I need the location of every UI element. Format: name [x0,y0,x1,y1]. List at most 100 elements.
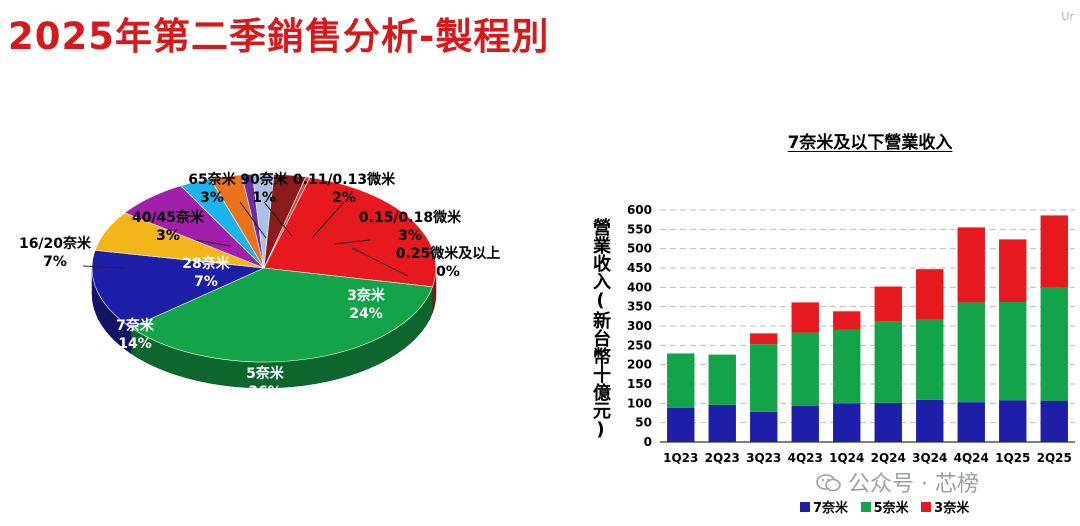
pie-slice-percent: 7% [194,274,218,290]
pie-slice-name: 0.11/0.13微米 [293,171,396,188]
bar-segment-5奈米-1Q25 [999,302,1027,401]
bar-segment-5奈米-1Q23 [667,353,695,408]
pie-slice-name: 0.15/0.18微米 [359,209,462,226]
x-tick-label: 2Q23 [705,451,740,465]
legend-swatch [860,502,871,512]
pie-slice-name: 5奈米 [246,365,285,382]
pie-leader-layer [82,201,409,277]
x-tick-label: 3Q23 [746,451,781,465]
legend-label: 3奈米 [934,501,970,516]
x-tick-label: 4Q23 [788,451,823,465]
pie-leader-line [333,239,371,245]
pie-leader-line [263,201,293,237]
bar-segment-3奈米-3Q24 [916,269,944,320]
pie-slice-1 [263,177,437,288]
legend-label: 5奈米 [873,501,909,516]
pie-chart: 3奈米 24% 5奈米 36% 7奈米 14% 16/20奈米 7% 28奈米 7% 40/45奈米… [19,171,500,400]
x-tick-label: 1Q23 [663,451,698,465]
pie-slice-3 [91,249,266,328]
page-title: 2025年第二季銷售分析-製程別 [8,15,550,58]
bar-segment-7奈米-1Q25 [999,400,1027,442]
pie-leader-line [239,201,267,239]
pie-slice-percent: 36% [248,384,282,400]
pie-slice-percent: 2% [332,190,356,206]
bar-segment-3奈米-1Q25 [999,239,1027,303]
x-tick-label: 1Q25 [995,451,1030,465]
pie-slice-percent: 14% [118,336,152,352]
pie-slice-2 [130,267,433,363]
y-tick-label: 450 [627,261,652,275]
bar-segment-5奈米-2Q24 [874,321,902,403]
bar-segment-5奈米-2Q23 [708,354,736,405]
legend-swatch [800,502,810,512]
x-tick-label: 4Q24 [954,451,989,465]
pie-leader-line [195,239,231,247]
pie-leader-line [82,265,126,269]
legend-label: 7奈米 [813,501,849,516]
y-tick-label: 400 [627,280,652,294]
watermark-text: 公众号 · 芯榜 [848,472,979,497]
bar-segment-5奈米-3Q24 [916,319,944,400]
bar-segment-3奈米-2Q25 [1040,215,1068,288]
corner-text: Ur [1061,10,1074,23]
bar-segment-5奈米-1Q24 [833,329,861,404]
x-tick-label: 2Q25 [1037,451,1072,465]
wechat-icon [816,474,841,492]
legend-item-5nm: 5奈米 [860,501,909,516]
pie-slice-percent: 3% [200,190,224,206]
y-tick-label: 200 [627,358,652,372]
pie-slice-name: 90奈米 [240,171,288,188]
pie-slice-percent: 1% [252,190,276,206]
bar-chart-title: 7奈米及以下營業收入 [787,133,953,153]
bar-yticks: 0 50 100 150 200 250 300 350 400 450 500 550 600 [627,203,652,449]
pie-slice-name: 7奈米 [116,317,155,334]
y-tick-label: 100 [627,396,652,410]
bar-segment-3奈米-1Q24 [833,311,861,330]
y-tick-label: 50 [635,416,652,430]
bar-segment-5奈米-4Q24 [957,302,985,403]
bar-legend: 7奈米 5奈米 3奈米 [800,497,977,516]
y-tick-label: 0 [644,435,652,449]
pie-slice-name: 16/20奈米 [19,235,92,252]
bar-segment-5奈米-2Q25 [1040,287,1068,401]
pie-slice-percent: 0% [436,264,460,280]
bar-segment-7奈米-4Q24 [957,402,985,442]
y-tick-label: 150 [627,377,652,391]
pie-slice-name: 0.25微米及以上 [396,245,501,262]
pie-top-layer [91,173,437,363]
pie-leader-line [351,247,409,277]
y-tick-label: 550 [627,222,652,236]
pie-slice-percent: 3% [398,228,422,244]
y-tick-label: 600 [627,203,652,217]
x-tick-label: 1Q24 [829,451,864,465]
bar-bars [667,215,1068,442]
bar-segment-7奈米-4Q23 [791,406,819,442]
bar-segment-7奈米-3Q23 [750,411,778,442]
bar-segment-7奈米-1Q23 [667,407,695,442]
x-tick-label: 3Q24 [912,451,947,465]
pie-slice-name: 65奈米 [188,171,236,188]
bar-segment-5奈米-4Q23 [791,332,819,407]
stacked-bar-chart: 0 50 100 150 200 250 300 350 400 450 500 550 600 1Q2… [627,203,1075,465]
bar-segment-3奈米-3Q23 [750,333,778,345]
pie-slice-percent: 24% [349,306,383,322]
bar-segment-3奈米-4Q24 [957,227,985,303]
y-tick-label: 300 [627,319,652,333]
bar-segment-3奈米-4Q23 [791,302,819,333]
bar-chart-ylabel: 營業收入(新台幣十億元) [590,218,611,440]
x-tick-label: 2Q24 [871,451,906,465]
y-tick-label: 500 [627,242,652,256]
pie-slice-name: 3奈米 [347,287,386,304]
pie-slice-11 [263,176,311,269]
y-tick-label: 350 [627,300,652,314]
pie-slice-name: 28奈米 [182,255,230,272]
pie-label-layer: 3奈米 24% 5奈米 36% 7奈米 14% 16/20奈米 7% 28奈米 7% 40/45奈米… [19,171,500,400]
watermark: 公众号 · 芯榜 [816,466,979,498]
bar-segment-5奈米-3Q23 [750,344,778,412]
legend-item-3nm: 3奈米 [921,501,969,516]
pie-slice-percent: 7% [43,254,67,270]
y-tick-label: 250 [627,338,652,352]
bar-xticks: 1Q23 2Q23 3Q23 4Q23 1Q24 2Q24 3Q24 4Q24 1Q25 2Q25 [663,451,1072,465]
bar-segment-7奈米-2Q25 [1040,400,1068,442]
bar-segment-3奈米-2Q24 [874,286,902,322]
